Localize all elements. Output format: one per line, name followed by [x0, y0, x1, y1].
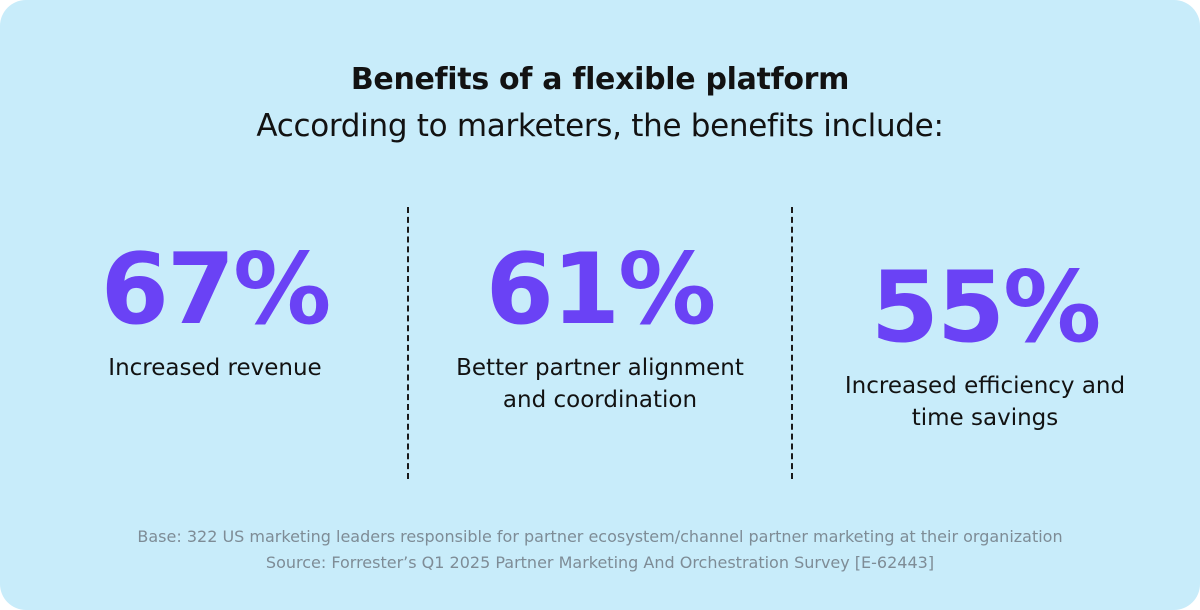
page-title: Benefits of a flexible platform [350, 62, 850, 97]
column-divider-1 [407, 207, 409, 479]
stat-revenue: 67% Increased revenue [60, 240, 370, 384]
stat-label-revenue: Increased revenue [108, 355, 322, 381]
stat-partner-alignment: 61% Better partner alignment and coordin… [440, 240, 760, 416]
stat-value-efficiency: 55% [870, 251, 1102, 365]
footnote-source: Source: Forrester’s Q1 2025 Partner Mark… [265, 553, 935, 572]
footnote-base: Base: 322 US marketing leaders responsib… [137, 527, 1063, 546]
stat-label-efficiency: Increased efficiency and time savings [844, 373, 1126, 431]
stat-value-revenue: 67% [100, 233, 332, 347]
stat-label-partner-alignment: Better partner alignment and coordinatio… [456, 355, 744, 413]
stat-value-partner-alignment: 61% [485, 233, 717, 347]
page-subtitle: According to marketers, the benefits inc… [256, 108, 944, 144]
stat-efficiency: 55% Increased efficiency and time saving… [820, 258, 1150, 434]
column-divider-2 [791, 207, 793, 479]
